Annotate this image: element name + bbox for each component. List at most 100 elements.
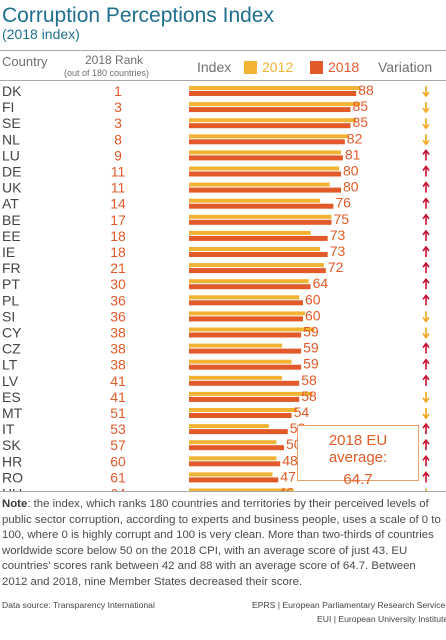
bar-2018 bbox=[189, 252, 328, 257]
bar-2012 bbox=[189, 182, 330, 187]
bar-2018 bbox=[189, 219, 332, 225]
arrow-up-icon bbox=[422, 471, 430, 483]
rank-label: 30 bbox=[110, 276, 126, 292]
note-label: Note bbox=[2, 498, 28, 510]
value-label-2018: 80 bbox=[343, 163, 359, 179]
rank-label: 60 bbox=[110, 453, 126, 469]
country-label: PT bbox=[2, 276, 20, 292]
rank-subheader: (out of 180 countries) bbox=[64, 68, 150, 78]
bar-2012 bbox=[189, 343, 283, 348]
country-label: AT bbox=[2, 196, 19, 212]
country-label: UK bbox=[2, 180, 22, 196]
arrow-up-icon bbox=[422, 197, 430, 209]
bar-2012 bbox=[189, 150, 341, 155]
arrow-up-icon bbox=[422, 358, 430, 370]
arrow-up-icon-part bbox=[422, 293, 430, 300]
arrow-up-icon-part bbox=[422, 149, 430, 155]
bar-2012 bbox=[189, 440, 277, 445]
country-label: NL bbox=[2, 131, 20, 147]
rank-label: 36 bbox=[110, 292, 126, 308]
rank-label: 51 bbox=[110, 405, 126, 421]
arrow-up-icon bbox=[422, 229, 430, 241]
bar-2018 bbox=[189, 235, 328, 241]
value-label-2018: 73 bbox=[330, 227, 346, 243]
arrow-up-icon-part bbox=[422, 165, 430, 171]
arrow-down-icon bbox=[422, 102, 430, 114]
country-label: SE bbox=[2, 115, 21, 131]
bar-2012 bbox=[189, 166, 340, 171]
bar-2012 bbox=[189, 408, 298, 412]
country-label: IT bbox=[2, 421, 15, 437]
bar-2018 bbox=[189, 380, 300, 386]
arrow-up-icon bbox=[422, 454, 430, 467]
arrow-up-icon bbox=[422, 149, 430, 161]
country-label: LV bbox=[2, 373, 19, 389]
country-label: SI bbox=[2, 308, 15, 324]
value-label-2018: 60 bbox=[305, 291, 321, 307]
bar-2012 bbox=[189, 375, 283, 380]
chart-area: DK 1 88 FI 3 85 SE 3 85 NL 8 82 LU 9 81 DE 11 80 UK 11 80 AT 1… bbox=[2, 82, 430, 493]
country-label: BE bbox=[2, 212, 21, 228]
bar-2012 bbox=[189, 198, 321, 203]
note-text: Note: the index, which ranks 180 countri… bbox=[2, 497, 444, 590]
chart-subtitle: (2018 index) bbox=[2, 26, 80, 42]
bar-2018 bbox=[189, 187, 341, 193]
arrow-up-icon bbox=[422, 181, 430, 193]
rank-label: 18 bbox=[110, 228, 126, 244]
value-label-2018: 64 bbox=[313, 275, 329, 291]
bar-2018 bbox=[189, 139, 345, 145]
arrow-up-icon-part bbox=[422, 454, 430, 461]
arrow-up-icon bbox=[422, 245, 430, 257]
rank-label: 9 bbox=[114, 147, 122, 163]
arrow-up-icon-part bbox=[422, 261, 430, 268]
arrow-up-icon bbox=[422, 374, 430, 386]
arrow-up-icon bbox=[422, 213, 430, 225]
legend-2012-label: 2012 bbox=[262, 59, 294, 75]
arrow-down-icon bbox=[422, 327, 430, 339]
value-label-2018: 75 bbox=[334, 211, 350, 227]
arrow-up-icon-part bbox=[422, 342, 430, 349]
rank-label: 17 bbox=[110, 212, 126, 228]
bar-2018 bbox=[189, 155, 343, 161]
rank-label: 14 bbox=[110, 196, 126, 212]
bar-2018 bbox=[189, 203, 334, 209]
arrow-up-icon-part bbox=[422, 374, 430, 381]
rank-label: 11 bbox=[111, 180, 126, 196]
arrow-up-icon bbox=[422, 438, 430, 451]
arrow-up-icon bbox=[422, 277, 430, 290]
bar-2012 bbox=[189, 214, 332, 219]
bar-2018 bbox=[189, 461, 281, 467]
bar-2012 bbox=[189, 118, 357, 123]
country-label: CY bbox=[2, 325, 22, 341]
bar-2012 bbox=[189, 263, 324, 268]
arrow-down-icon-part bbox=[422, 316, 430, 323]
arrow-up-icon-part bbox=[422, 471, 430, 477]
bar-2018 bbox=[189, 348, 302, 354]
country-label: HU bbox=[2, 486, 22, 493]
arrow-up-icon-part bbox=[422, 245, 430, 252]
value-label-2018: 58 bbox=[301, 388, 317, 404]
header-top-rule bbox=[0, 50, 446, 51]
value-label-2018: 59 bbox=[303, 356, 319, 372]
country-label: PL bbox=[2, 292, 19, 308]
value-label-2018: 81 bbox=[345, 146, 361, 162]
bar-2018 bbox=[189, 429, 288, 435]
value-label-2018: 72 bbox=[328, 259, 344, 275]
rank-label: 21 bbox=[110, 260, 126, 276]
legend-2018-swatch bbox=[310, 61, 323, 74]
legend-2012-swatch bbox=[244, 61, 257, 74]
bar-2012 bbox=[189, 279, 309, 284]
rank-label: 41 bbox=[110, 373, 126, 389]
bar-2012 bbox=[189, 247, 321, 251]
credit-eprs: EPRS | European Parliamentary Research S… bbox=[252, 600, 446, 610]
arrow-down-icon-part bbox=[422, 397, 430, 404]
rank-label: 38 bbox=[110, 357, 126, 373]
chart-bottom-rule bbox=[0, 491, 446, 492]
country-label: FR bbox=[2, 260, 21, 276]
country-label: RO bbox=[2, 469, 23, 485]
value-label-2018: 59 bbox=[303, 340, 319, 356]
arrow-down-icon-part bbox=[422, 107, 430, 114]
country-label: ES bbox=[2, 389, 21, 405]
chart-title: Corruption Perceptions Index bbox=[2, 4, 274, 27]
arrow-up-icon bbox=[422, 165, 430, 177]
